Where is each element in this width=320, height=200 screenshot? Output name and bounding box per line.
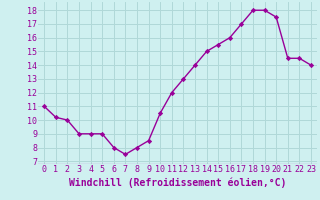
X-axis label: Windchill (Refroidissement éolien,°C): Windchill (Refroidissement éolien,°C) [69,177,286,188]
